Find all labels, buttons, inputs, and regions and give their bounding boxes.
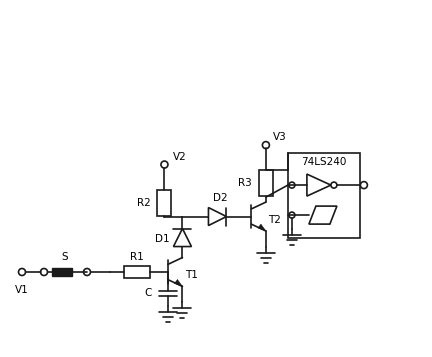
- Text: R1: R1: [130, 252, 144, 262]
- Bar: [157, 190, 172, 216]
- Bar: [124, 266, 150, 278]
- Bar: [52, 268, 72, 276]
- Text: S: S: [62, 252, 68, 262]
- Bar: [288, 153, 360, 238]
- Text: 74LS240: 74LS240: [301, 157, 346, 167]
- Text: D1: D1: [155, 233, 170, 243]
- Text: D2: D2: [213, 192, 228, 202]
- Text: C: C: [145, 288, 152, 298]
- Bar: [259, 170, 273, 196]
- Text: R3: R3: [238, 178, 252, 188]
- Polygon shape: [175, 280, 182, 286]
- Text: T2: T2: [268, 215, 281, 225]
- Polygon shape: [258, 224, 266, 231]
- Text: V2: V2: [172, 152, 186, 162]
- Text: V1: V1: [15, 285, 29, 295]
- Text: R2: R2: [137, 197, 150, 207]
- Text: V3: V3: [273, 132, 287, 142]
- Text: T1: T1: [185, 270, 198, 280]
